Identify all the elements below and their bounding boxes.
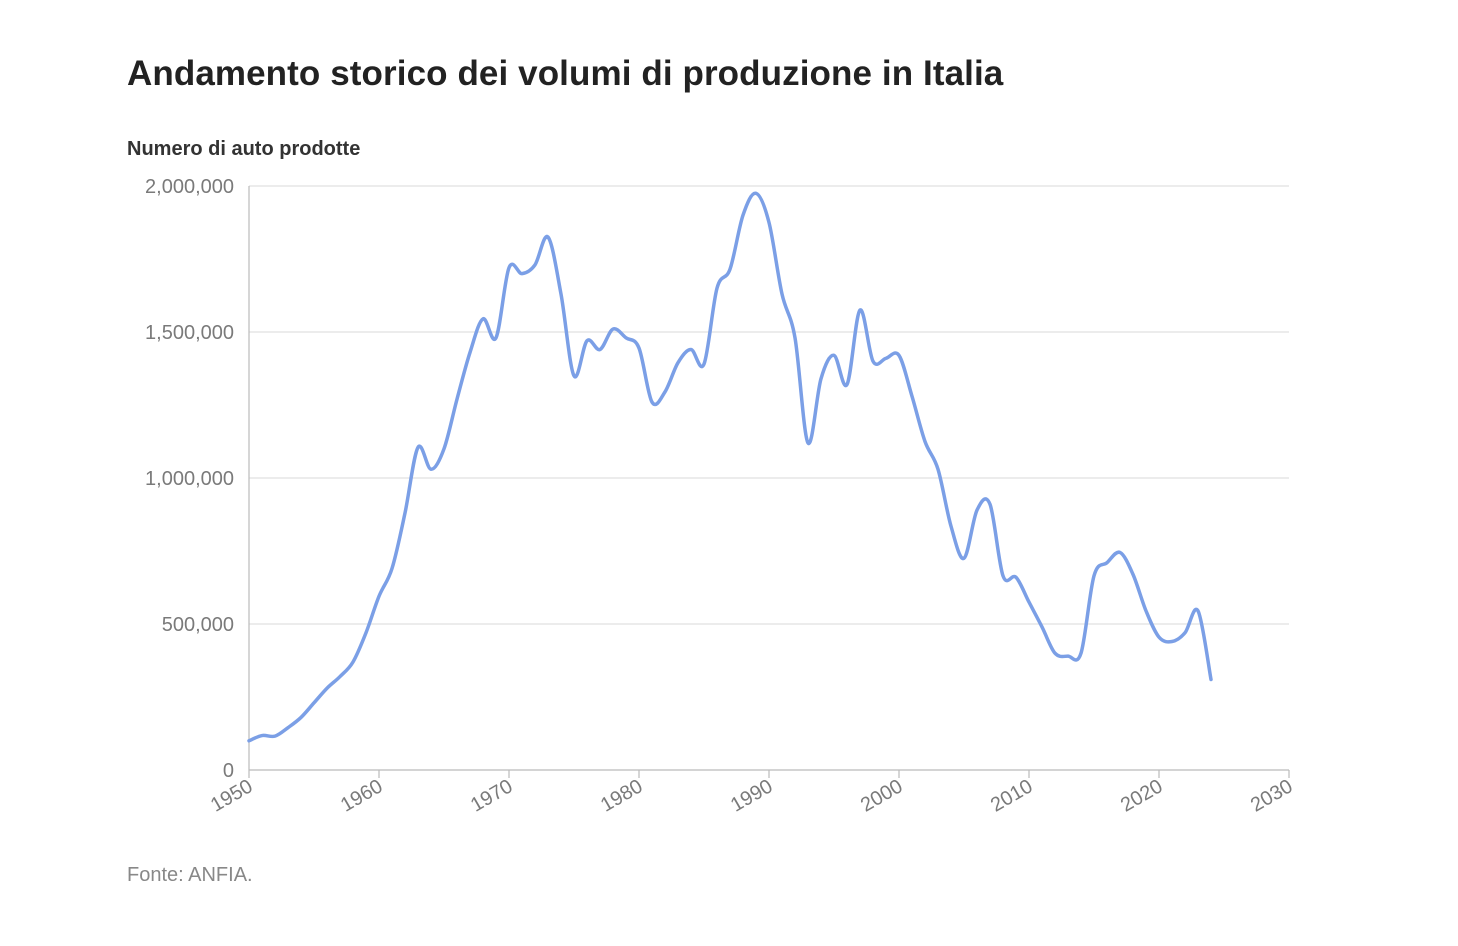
data-point-1967 — [467, 349, 473, 355]
data-point-1983 — [675, 360, 681, 366]
data-point-2021 — [1169, 639, 1175, 645]
data-point-1968 — [480, 316, 486, 322]
x-tick-labels: 1950 1960 1970 1980 1990 2000 2010 2020 2030 — [207, 775, 1297, 816]
data-point-1974 — [558, 291, 564, 297]
data-point-1959 — [363, 630, 369, 636]
data-point-1969 — [493, 335, 499, 341]
data-point-1981 — [649, 399, 655, 405]
data-point-1951 — [259, 733, 265, 739]
data-point-2018 — [1130, 571, 1136, 577]
data-point-1979 — [623, 335, 629, 341]
chart-title: Andamento storico dei volumi di produzio… — [127, 54, 1004, 93]
data-point-1970 — [506, 265, 512, 271]
data-point-2015 — [1091, 573, 1097, 579]
data-point-2002 — [922, 439, 928, 445]
data-point-1973 — [545, 234, 551, 240]
data-point-1988 — [740, 212, 746, 218]
y-tick-label: 1,000,000 — [145, 468, 234, 490]
data-point-2024 — [1208, 676, 1214, 682]
data-point-1966 — [454, 396, 460, 402]
data-point-1987 — [727, 266, 733, 272]
data-point-1950 — [246, 738, 252, 744]
series-layer — [247, 191, 1213, 743]
y-tick-label: 0 — [223, 760, 234, 782]
data-point-1982 — [662, 389, 668, 395]
data-point-2005 — [961, 555, 967, 561]
x-tick-label: 1960 — [337, 775, 387, 816]
data-point-2012 — [1052, 650, 1058, 656]
data-point-2022 — [1182, 630, 1188, 636]
data-point-1996 — [844, 382, 850, 388]
y-axis-label: Numero di auto prodotte — [127, 138, 361, 160]
data-point-2019 — [1143, 608, 1149, 614]
data-point-1962 — [402, 510, 408, 516]
data-point-2020 — [1156, 634, 1162, 640]
data-point-1961 — [389, 566, 395, 572]
data-point-1952 — [272, 733, 278, 739]
data-point-2016 — [1104, 560, 1110, 566]
data-point-2004 — [948, 523, 954, 529]
y-tick-labels: 0 500,000 1,000,000 1,500,000 2,000,000 — [145, 176, 234, 782]
data-point-1990 — [766, 220, 772, 226]
data-point-2011 — [1039, 624, 1045, 630]
x-tick-label: 1980 — [597, 775, 647, 816]
data-point-2006 — [974, 507, 980, 513]
data-point-1971 — [519, 271, 525, 277]
data-point-2010 — [1026, 599, 1032, 605]
data-point-2014 — [1078, 650, 1084, 656]
source-note: Fonte: ANFIA. — [127, 864, 253, 886]
x-tick-label: 2010 — [987, 775, 1037, 816]
y-tick-label: 500,000 — [162, 614, 234, 636]
data-point-1956 — [324, 685, 330, 691]
data-point-1978 — [610, 326, 616, 332]
data-point-2009 — [1013, 574, 1019, 580]
data-point-1995 — [831, 352, 837, 358]
data-point-1999 — [883, 355, 889, 361]
x-tick-label: 2020 — [1117, 775, 1167, 816]
data-point-1997 — [857, 307, 863, 313]
x-tick-label: 2000 — [857, 775, 907, 816]
data-point-1998 — [870, 358, 876, 364]
data-point-1984 — [688, 347, 694, 353]
data-point-1975 — [571, 373, 577, 379]
data-point-1985 — [701, 361, 707, 367]
y-tick-label: 1,500,000 — [145, 322, 234, 344]
grid-lines — [249, 185, 1289, 625]
data-point-2003 — [935, 466, 941, 472]
data-point-1994 — [818, 376, 824, 382]
axes — [248, 186, 1290, 778]
data-point-2023 — [1195, 608, 1201, 614]
data-point-1955 — [311, 700, 317, 706]
data-point-1953 — [285, 725, 291, 731]
data-point-1972 — [532, 262, 538, 268]
data-point-1958 — [350, 659, 356, 665]
data-point-2007 — [987, 501, 993, 507]
data-point-1993 — [805, 440, 811, 446]
data-point-1992 — [792, 335, 798, 341]
data-point-1954 — [298, 714, 304, 720]
x-tick-label: 1990 — [727, 775, 777, 816]
data-point-2000 — [896, 352, 902, 358]
data-point-1965 — [441, 446, 447, 452]
data-point-1989 — [753, 190, 759, 196]
data-point-1991 — [779, 291, 785, 297]
y-tick-label: 2,000,000 — [145, 176, 234, 198]
x-tick-label: 1970 — [467, 775, 517, 816]
data-point-1957 — [337, 674, 343, 680]
data-point-1963 — [415, 444, 421, 450]
data-point-1977 — [597, 347, 603, 353]
data-point-1960 — [376, 593, 382, 599]
series-line-0 — [247, 191, 1213, 743]
data-point-1976 — [584, 338, 590, 344]
data-point-1986 — [714, 285, 720, 291]
data-point-2001 — [909, 393, 915, 399]
data-point-2013 — [1065, 653, 1071, 659]
data-point-1964 — [428, 466, 434, 472]
data-point-2008 — [1000, 573, 1006, 579]
data-point-2017 — [1117, 549, 1123, 555]
data-point-1980 — [636, 345, 642, 351]
x-tick-label: 2030 — [1247, 775, 1297, 816]
